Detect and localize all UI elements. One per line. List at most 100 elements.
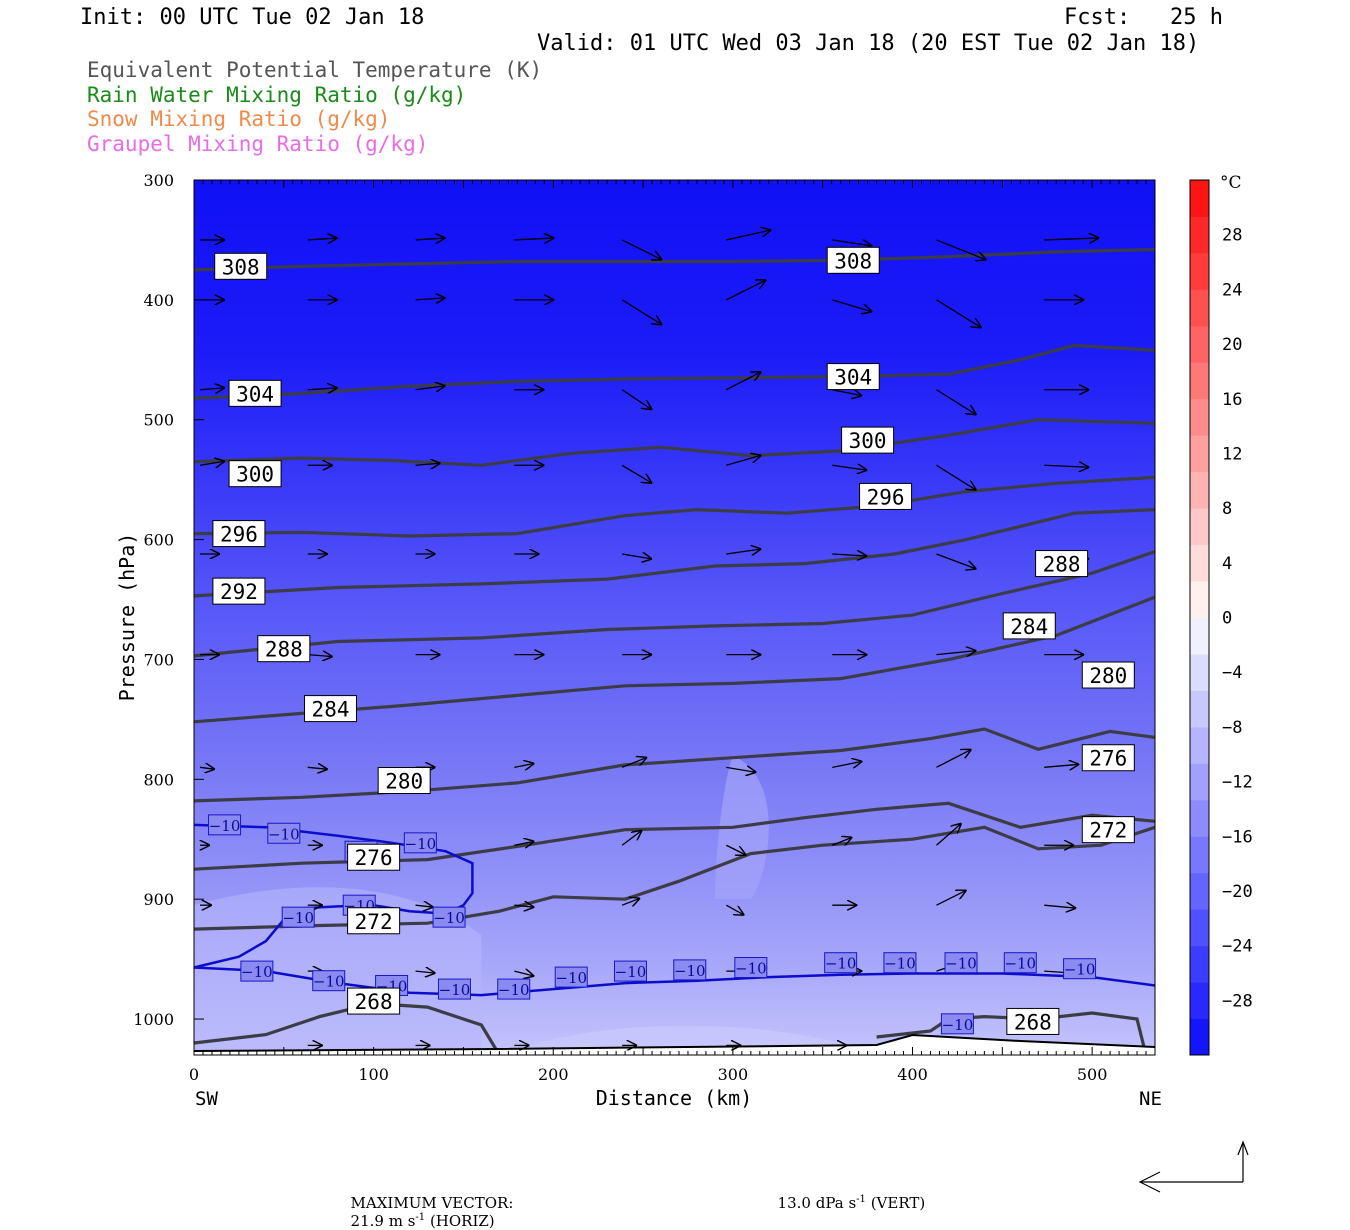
theta-e-label-box: [347, 843, 401, 871]
wind-vector: [307, 238, 338, 240]
wind-vector: [307, 655, 333, 657]
y-axis-label: Pressure (hPa): [115, 533, 139, 702]
minus10-label: −10: [942, 1016, 974, 1034]
x-axis-label: Distance (km): [596, 1086, 753, 1110]
wind-vector: [936, 651, 976, 655]
colorbar-segment: [1190, 653, 1209, 691]
colorbar-segment: [1190, 508, 1209, 546]
y-tick-label: 400: [143, 291, 174, 310]
minus10-label-box: [673, 959, 707, 981]
theta-e-label-box: [347, 987, 401, 1015]
minus10-label-box: [312, 970, 346, 992]
minus10-label: −10: [735, 960, 767, 978]
x-tick-label: 300: [718, 1065, 749, 1084]
minus10-label: −10: [884, 955, 916, 973]
minus10-label: −10: [282, 909, 314, 927]
wind-vector: [514, 763, 534, 767]
theta-e-label-box: [347, 907, 401, 935]
theta-e-contour-296: [193, 475, 1156, 538]
footer-max-vector: MAXIMUM VECTOR: 21.9 m s-1 (HORIZ): [341, 1176, 514, 1230]
colorbar-tick-label: −4: [1222, 663, 1242, 683]
theta-e-label: 276: [355, 846, 393, 870]
theta-e-contour-304: [193, 343, 1156, 400]
minus10-label-box: [437, 978, 471, 1000]
x-tick-label: 0: [189, 1065, 199, 1084]
colorbar-segment: [1190, 945, 1209, 983]
colorbar-segment: [1190, 435, 1209, 473]
colorbar-tick-label: 8: [1222, 499, 1232, 519]
forecast-hour: Fcst: 25 h: [1064, 5, 1223, 30]
colorbar-segment: [1190, 471, 1209, 509]
wind-vector: [199, 461, 225, 465]
minus10-label: −10: [945, 955, 977, 973]
minus10-label: −10: [405, 835, 437, 853]
wind-vector: [832, 465, 867, 470]
reference-horiz-arrowhead: [1138, 1171, 1161, 1193]
wind-vector: [726, 455, 761, 466]
wind-vector: [832, 761, 862, 767]
minus10-label-box: [432, 906, 466, 928]
theta-e-label: 280: [385, 770, 423, 794]
vert-max-value: 13.0 dPa s-1 (VERT): [777, 1194, 926, 1212]
minus10-label: −10: [498, 981, 530, 999]
minus10-label-box: [267, 822, 301, 844]
colorbar-tick-label: −28: [1222, 991, 1253, 1011]
colorbar-segment: [1190, 617, 1209, 655]
wind-vector: [936, 389, 976, 415]
theta-e-label: 280: [1089, 664, 1127, 688]
init-time: Init: 00 UTC Tue 02 Jan 18: [80, 5, 425, 30]
minus10-label: −10: [825, 955, 857, 973]
wind-vector: [726, 549, 761, 554]
colorbar-tick-label: 12: [1222, 444, 1242, 464]
theta-e-contour-276: [193, 801, 1156, 871]
colorbar-segment: [1190, 325, 1209, 363]
minus10-label-box: [940, 1013, 974, 1035]
reference-vert-arrowhead: [1237, 1140, 1249, 1156]
theta-e-label: 296: [867, 485, 905, 509]
wind-vector: [514, 238, 554, 240]
colorbar-segment: [1190, 581, 1209, 618]
wind-vector: [621, 757, 647, 768]
wind-vector: [936, 749, 971, 768]
legend-theta-e: Equivalent Potential Temperature (K): [87, 58, 543, 82]
theta-e-label-box: [826, 246, 880, 274]
theta-e-label: 288: [1043, 553, 1081, 577]
theta-e-label-box: [1002, 612, 1056, 640]
minus10-label-box: [883, 952, 917, 974]
wind-vector: [415, 463, 441, 465]
colorbar-segment: [1190, 544, 1209, 582]
colorbar-tick-label: 24: [1222, 280, 1242, 300]
colorbar-segment: [1190, 216, 1209, 254]
colorbar-segment: [1190, 799, 1209, 837]
wind-vector: [415, 971, 436, 973]
wind-vector: [936, 823, 961, 846]
colorbar-tick-label: −8: [1222, 718, 1242, 738]
wind-vector: [621, 830, 642, 846]
wind-vector: [1044, 238, 1099, 240]
minus10-label: −10: [1064, 961, 1096, 979]
colorbar-tick-label: −16: [1222, 827, 1253, 847]
wind-vector: [514, 841, 534, 845]
theta-e-label-box: [841, 426, 895, 454]
y-tick-label: 700: [143, 650, 174, 669]
minus10-label: −10: [1004, 955, 1036, 973]
theta-e-label: 288: [265, 638, 303, 662]
wind-vector: [832, 299, 872, 312]
minus10-label-box: [824, 952, 858, 974]
theta-e-contour-300: [193, 418, 1156, 467]
wind-vector: [726, 767, 756, 772]
legend-snow: Snow Mixing Ratio (g/kg): [87, 107, 391, 131]
theta-e-contour-288: [193, 550, 1156, 658]
wind-vector: [1044, 905, 1076, 908]
theta-e-label: 276: [1089, 747, 1127, 771]
theta-e-label-box: [257, 635, 311, 663]
wind-vector: [936, 464, 976, 490]
wind-vector: [726, 230, 771, 241]
minus10-label: −10: [268, 825, 300, 843]
minus10-label-box: [403, 832, 437, 854]
theta-e-label-box: [1081, 744, 1135, 772]
wind-vector: [514, 971, 534, 976]
theta-e-label-box: [304, 695, 358, 723]
x-tick-label: 500: [1077, 1065, 1108, 1084]
wind-vector: [726, 280, 766, 301]
